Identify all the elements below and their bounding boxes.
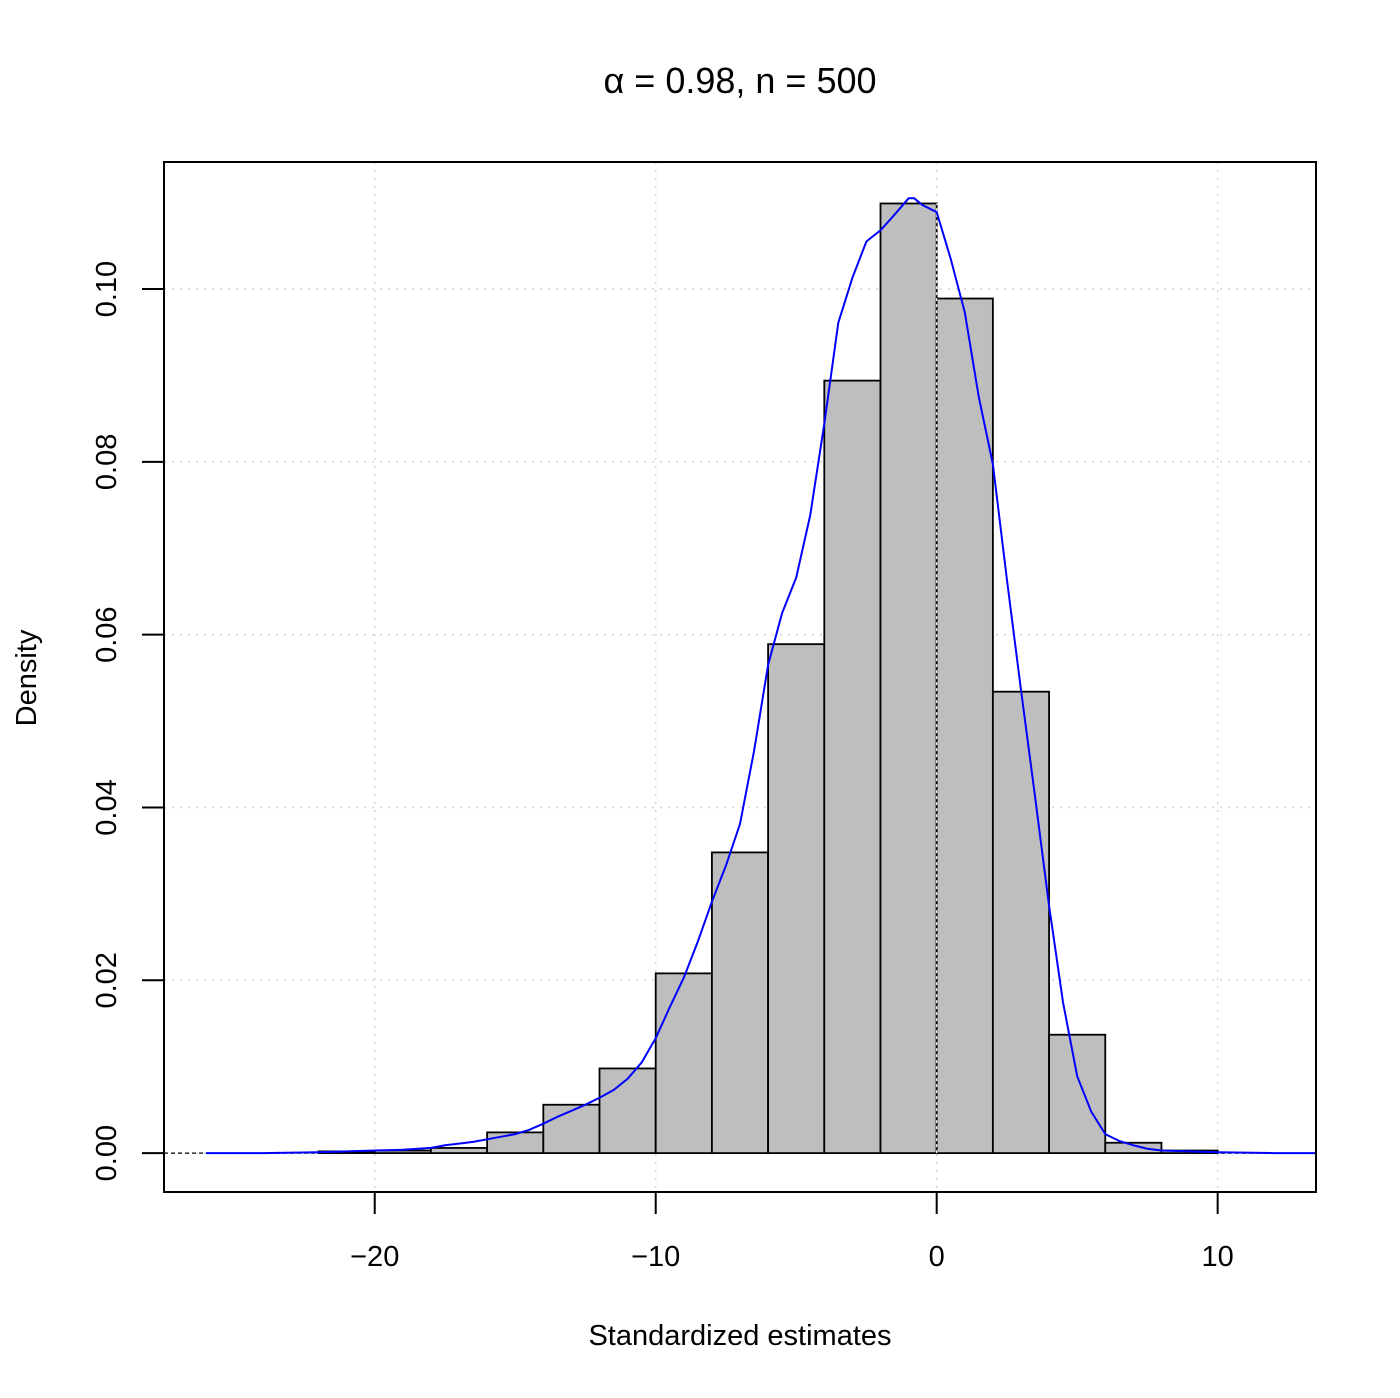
histogram-bar <box>879 202 938 1155</box>
zero-reference-lines <box>164 203 1316 1154</box>
histogram-bar <box>711 851 769 1155</box>
density-curve <box>206 197 1316 1155</box>
histogram-bar <box>1048 1033 1107 1155</box>
x-tick-label: 0 <box>929 1241 945 1273</box>
density-curve-layer <box>206 197 1316 1155</box>
chart-title: α = 0.98, n = 500 <box>603 60 876 101</box>
histogram-bar <box>767 643 826 1155</box>
x-tick-label: 10 <box>1202 1241 1234 1273</box>
histogram-bar <box>486 1131 545 1155</box>
x-axis: −20 −10 0 10 <box>350 1191 1234 1273</box>
histogram-bar <box>823 379 882 1155</box>
y-tick-label: 0.06 <box>91 606 123 662</box>
y-axis: 0.00 0.02 0.04 0.06 0.08 0.10 <box>91 261 165 1181</box>
x-tick-label: −20 <box>350 1241 399 1273</box>
x-tick-label: −10 <box>631 1241 680 1273</box>
y-axis-label: Density <box>11 629 43 726</box>
y-tick-label: 0.04 <box>91 779 123 835</box>
y-tick-label: 0.10 <box>91 261 123 317</box>
x-axis-label: Standardized estimates <box>588 1320 891 1352</box>
histogram-bar <box>654 972 713 1155</box>
y-tick-label: 0.08 <box>91 434 123 490</box>
histogram-bar <box>430 1147 489 1155</box>
y-tick-label: 0.02 <box>91 952 123 1008</box>
histogram-bar <box>991 690 1050 1155</box>
y-tick-label: 0.00 <box>91 1125 123 1181</box>
histogram-bar <box>542 1103 601 1155</box>
histogram-bar <box>598 1067 657 1155</box>
histogram-bars <box>317 202 1219 1155</box>
